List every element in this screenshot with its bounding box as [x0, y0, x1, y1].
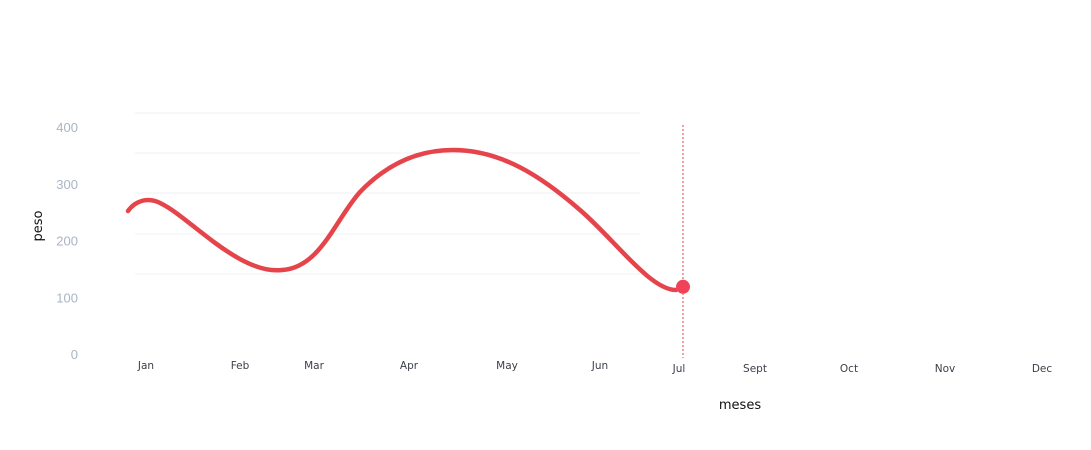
y-axis-label: peso [31, 210, 46, 241]
y-tick-label: 200 [56, 234, 78, 249]
x-tick-label: Nov [935, 363, 956, 375]
y-tick-label: 100 [56, 290, 78, 305]
x-tick-label: Dec [1032, 363, 1053, 375]
x-tick-label: Jul [672, 363, 686, 375]
series-line [125, 147, 679, 293]
x-tick-label: Sept [743, 363, 767, 375]
x-tick-label: Jun [591, 360, 608, 372]
x-axis-ticks: Jan Feb Mar Apr May Jun Jul Sept Oct Nov Dec [137, 360, 1052, 375]
x-tick-label: Mar [304, 360, 324, 372]
y-tick-label: 300 [56, 177, 78, 192]
grid-lines [135, 112, 640, 275]
y-tick-label: 400 [56, 120, 78, 135]
x-tick-label: May [496, 360, 518, 372]
x-axis-label: meses [719, 398, 761, 413]
x-tick-label: Jan [137, 360, 154, 372]
y-axis-ticks: 0 100 200 300 400 [56, 120, 78, 362]
x-tick-label: Feb [231, 360, 250, 372]
y-tick-label: 0 [71, 347, 78, 362]
x-tick-label: Apr [400, 360, 419, 372]
x-tick-label: Oct [840, 363, 858, 375]
highlight-point[interactable] [676, 279, 690, 294]
